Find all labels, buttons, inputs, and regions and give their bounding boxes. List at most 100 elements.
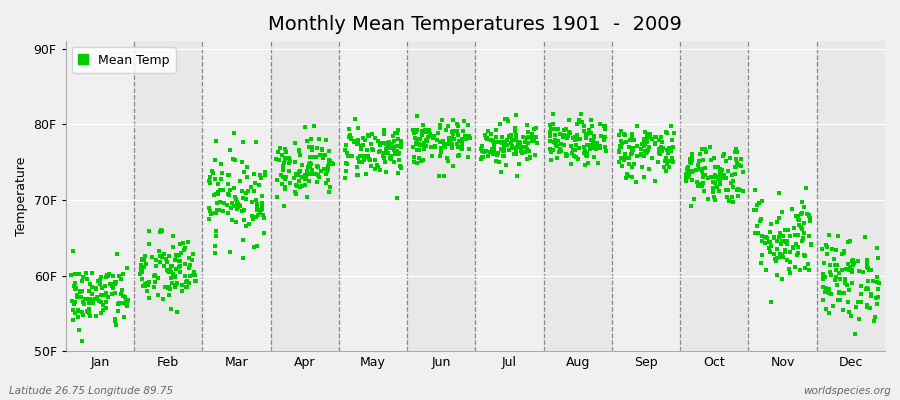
- Point: [392, 150, 406, 156]
- Point: [450, 140, 464, 147]
- Point: [120, 303, 134, 310]
- Point: [208, 209, 222, 216]
- Point: [734, 162, 748, 169]
- Point: [824, 290, 838, 297]
- Point: [407, 130, 421, 136]
- Point: [687, 196, 701, 202]
- Point: [238, 216, 252, 223]
- Point: [309, 154, 323, 160]
- Point: [147, 272, 161, 279]
- Point: [651, 158, 665, 165]
- Point: [459, 136, 473, 142]
- Point: [481, 153, 495, 159]
- Point: [221, 172, 236, 178]
- Point: [455, 138, 470, 144]
- Point: [828, 276, 842, 283]
- Point: [446, 128, 461, 134]
- Point: [95, 285, 110, 291]
- Point: [238, 196, 253, 202]
- Point: [98, 299, 112, 305]
- Point: [409, 141, 423, 147]
- Point: [815, 296, 830, 303]
- Point: [793, 267, 807, 274]
- Point: [475, 143, 490, 149]
- Point: [202, 180, 217, 186]
- Point: [446, 145, 460, 152]
- Point: [611, 158, 625, 165]
- Point: [656, 145, 670, 151]
- Point: [626, 145, 640, 151]
- Point: [211, 190, 225, 197]
- Point: [505, 143, 519, 149]
- Point: [175, 288, 189, 294]
- Point: [823, 262, 837, 268]
- Point: [422, 127, 436, 133]
- Point: [864, 267, 878, 274]
- Point: [698, 172, 712, 178]
- Point: [344, 134, 358, 141]
- Point: [804, 241, 818, 247]
- Point: [359, 171, 374, 177]
- Point: [168, 252, 183, 258]
- Point: [716, 153, 730, 160]
- Point: [496, 152, 510, 159]
- Point: [182, 280, 196, 286]
- Point: [653, 144, 668, 151]
- Point: [232, 202, 247, 208]
- Point: [796, 199, 810, 205]
- Point: [839, 266, 853, 272]
- Point: [315, 147, 329, 154]
- Bar: [816, 41, 885, 351]
- Point: [643, 134, 657, 140]
- Point: [379, 141, 393, 148]
- Point: [503, 132, 517, 138]
- Point: [303, 164, 318, 170]
- Point: [381, 140, 395, 147]
- Point: [298, 124, 312, 130]
- Point: [794, 211, 808, 218]
- Point: [647, 134, 662, 140]
- Point: [614, 138, 628, 144]
- Point: [239, 223, 254, 229]
- Point: [277, 156, 292, 162]
- Point: [68, 286, 82, 292]
- Point: [303, 160, 318, 167]
- Point: [830, 281, 844, 288]
- Point: [347, 138, 362, 144]
- Point: [568, 134, 582, 140]
- Point: [831, 297, 845, 303]
- Point: [612, 148, 626, 155]
- Point: [108, 279, 122, 285]
- Point: [719, 158, 733, 164]
- Point: [618, 153, 633, 160]
- Point: [283, 180, 297, 186]
- Point: [252, 182, 266, 188]
- Point: [93, 277, 107, 284]
- Point: [186, 250, 201, 257]
- Point: [871, 255, 886, 261]
- Point: [455, 142, 470, 148]
- Point: [380, 145, 394, 152]
- Point: [151, 248, 166, 254]
- Point: [867, 318, 881, 324]
- Point: [65, 298, 79, 304]
- Point: [111, 300, 125, 307]
- Point: [491, 139, 506, 146]
- Point: [415, 132, 429, 138]
- Point: [477, 148, 491, 155]
- Point: [211, 180, 225, 187]
- Point: [645, 155, 660, 162]
- Point: [134, 268, 148, 274]
- Point: [487, 139, 501, 146]
- Point: [834, 267, 849, 274]
- Point: [321, 147, 336, 154]
- Point: [774, 276, 788, 282]
- Point: [627, 161, 642, 167]
- Point: [764, 221, 778, 227]
- Point: [572, 144, 586, 151]
- Point: [298, 176, 312, 182]
- Point: [434, 148, 448, 155]
- Point: [407, 154, 421, 160]
- Point: [659, 129, 673, 135]
- Point: [652, 146, 666, 152]
